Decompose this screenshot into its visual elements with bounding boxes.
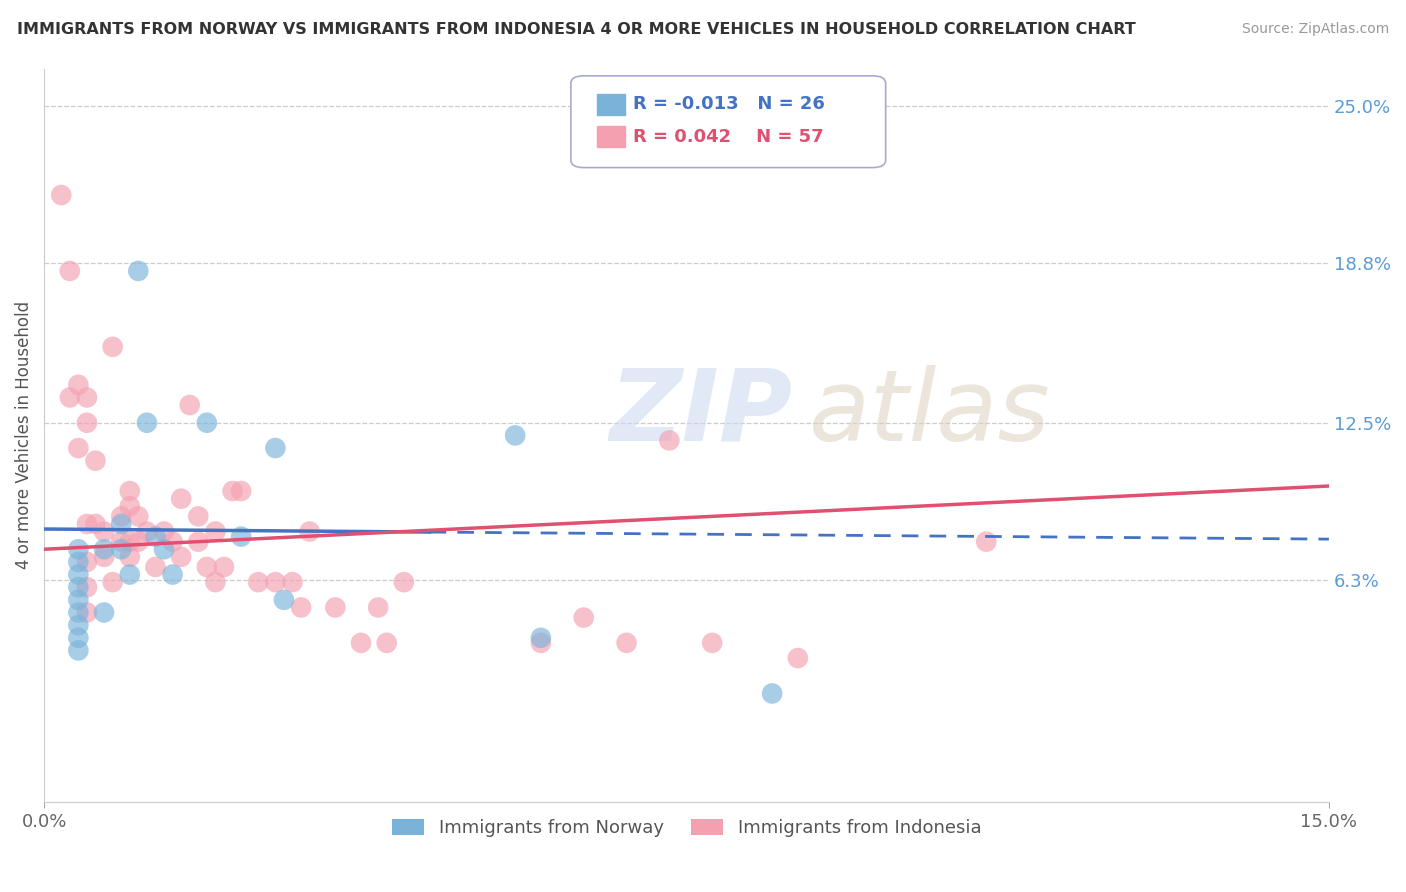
Point <box>162 534 184 549</box>
Point <box>153 542 176 557</box>
Point <box>145 560 167 574</box>
Y-axis label: 4 or more Vehicles in Household: 4 or more Vehicles in Household <box>15 301 32 569</box>
Point <box>187 534 209 549</box>
Point <box>204 575 226 590</box>
Point <box>110 542 132 557</box>
Point <box>76 516 98 531</box>
Point <box>84 453 107 467</box>
Point <box>67 542 90 557</box>
Point <box>392 575 415 590</box>
Point <box>162 567 184 582</box>
Point <box>367 600 389 615</box>
Point <box>101 575 124 590</box>
Text: Source: ZipAtlas.com: Source: ZipAtlas.com <box>1241 22 1389 37</box>
Point <box>76 391 98 405</box>
Point <box>572 610 595 624</box>
Point <box>67 377 90 392</box>
Point <box>247 575 270 590</box>
Text: atlas: atlas <box>808 365 1050 462</box>
Point <box>59 391 82 405</box>
Point <box>273 592 295 607</box>
Point <box>93 549 115 564</box>
Point <box>67 618 90 632</box>
Point <box>195 416 218 430</box>
Point <box>67 592 90 607</box>
Point <box>51 188 73 202</box>
Point <box>530 636 553 650</box>
Point <box>290 600 312 615</box>
Point <box>170 549 193 564</box>
Point <box>127 509 149 524</box>
Point <box>118 484 141 499</box>
Point <box>93 542 115 557</box>
Point <box>118 500 141 514</box>
Text: IMMIGRANTS FROM NORWAY VS IMMIGRANTS FROM INDONESIA 4 OR MORE VEHICLES IN HOUSEH: IMMIGRANTS FROM NORWAY VS IMMIGRANTS FRO… <box>17 22 1136 37</box>
Point <box>76 580 98 594</box>
Point <box>110 509 132 524</box>
Point <box>76 555 98 569</box>
Point <box>110 516 132 531</box>
Point <box>67 441 90 455</box>
Point <box>229 484 252 499</box>
Point <box>67 606 90 620</box>
Point <box>323 600 346 615</box>
Text: R = -0.013   N = 26: R = -0.013 N = 26 <box>633 95 824 113</box>
Point <box>503 428 526 442</box>
Point <box>67 580 90 594</box>
Point <box>127 534 149 549</box>
Point <box>118 549 141 564</box>
Point <box>761 686 783 700</box>
Text: R = 0.042    N = 57: R = 0.042 N = 57 <box>633 128 823 145</box>
Point <box>658 434 681 448</box>
Point <box>76 606 98 620</box>
Point <box>264 575 287 590</box>
Point <box>264 441 287 455</box>
Point <box>187 509 209 524</box>
Bar <box>596 127 624 147</box>
Point <box>135 416 157 430</box>
Point <box>135 524 157 539</box>
Point <box>59 264 82 278</box>
Point <box>221 484 243 499</box>
Point <box>786 651 808 665</box>
Point <box>530 631 553 645</box>
Point <box>110 534 132 549</box>
Point <box>145 530 167 544</box>
Point <box>298 524 321 539</box>
Point <box>76 416 98 430</box>
Point <box>170 491 193 506</box>
Text: ZIP: ZIP <box>609 365 793 462</box>
Point <box>67 631 90 645</box>
Point <box>67 555 90 569</box>
Point <box>974 534 997 549</box>
Point <box>281 575 304 590</box>
Point <box>153 524 176 539</box>
Point <box>84 516 107 531</box>
Point <box>67 643 90 657</box>
Point <box>93 606 115 620</box>
Point <box>212 560 235 574</box>
FancyBboxPatch shape <box>571 76 886 168</box>
Point <box>179 398 201 412</box>
Point <box>93 524 115 539</box>
Point <box>67 567 90 582</box>
Point <box>702 636 724 650</box>
Point <box>101 340 124 354</box>
Point <box>375 636 398 650</box>
Point <box>350 636 373 650</box>
Point <box>127 264 149 278</box>
Point <box>118 534 141 549</box>
Bar <box>596 95 624 115</box>
Point <box>118 567 141 582</box>
Legend: Immigrants from Norway, Immigrants from Indonesia: Immigrants from Norway, Immigrants from … <box>384 812 988 845</box>
Point <box>204 524 226 539</box>
Point <box>229 530 252 544</box>
Point <box>195 560 218 574</box>
Point <box>616 636 638 650</box>
